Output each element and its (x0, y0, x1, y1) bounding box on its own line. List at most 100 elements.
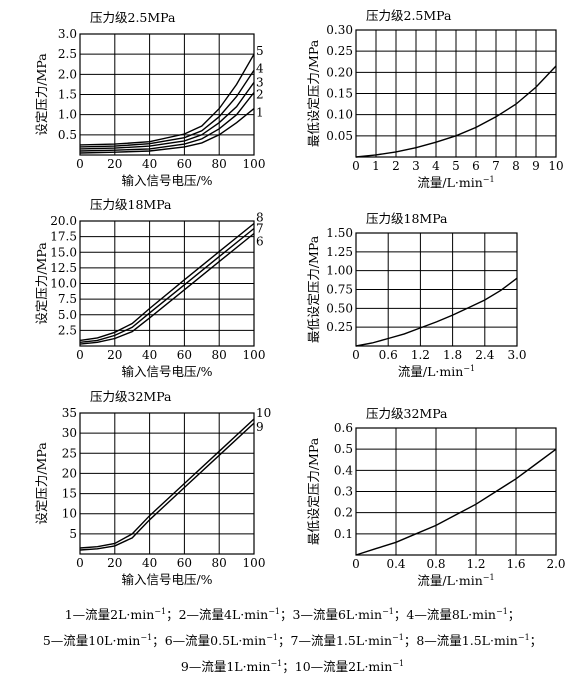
y-tick-label: 10 (62, 507, 77, 521)
x-tick-label: 80 (212, 157, 227, 171)
legend-item-sep: ； (529, 633, 543, 648)
chart-title: 压力级32MPa (90, 389, 172, 404)
x-tick-label: 60 (177, 157, 192, 171)
y-tick-label: 35 (62, 406, 77, 420)
x-tick-label: 3.0 (507, 348, 526, 362)
x-tick-label: 0 (76, 556, 84, 570)
x-tick-label: 4 (432, 159, 440, 173)
plot-frame (355, 427, 557, 556)
legend-item-sup: −1 (268, 606, 280, 616)
y-tick-label: 0.50 (326, 301, 353, 315)
series-line (79, 92, 255, 152)
y-tick-label: 0.2 (334, 506, 353, 520)
legend-line-2: 5—流量10L·min−1；6—流量0.5L·min−1；7—流量1.5L·mi… (0, 630, 585, 649)
x-axis-label: 流量/L·min−1 (398, 364, 475, 379)
y-axis-label: 设定压力/MPa (34, 442, 49, 525)
plot-frame (355, 232, 518, 347)
y-tick-label: 2.5 (58, 323, 77, 337)
x-tick-label: 5 (452, 159, 460, 173)
legend-item-sup: −1 (382, 606, 394, 616)
y-tick-label: 2.5 (58, 47, 77, 61)
legend-item-label: 6—流量0.5L·min (164, 633, 267, 648)
series-line (79, 81, 255, 150)
x-tick-label: 1.8 (443, 348, 462, 362)
legend-item: 4—流量8L·min−1； (406, 607, 520, 622)
legend-item: 10—流量2L·min−1 (295, 659, 404, 674)
x-tick-label: 100 (243, 157, 266, 171)
y-tick-label: 0.25 (326, 44, 353, 58)
chart-panel-4: 0 0.6 1.2 1.8 2.4 3.0 0.25 0.50 0.75 1.00 1.25 1.50… (306, 211, 527, 379)
series-label: 4 (256, 61, 264, 75)
x-tick-label: 20 (107, 556, 122, 570)
x-tick-label: 80 (212, 348, 227, 362)
y-tick-label: 5 (69, 527, 77, 541)
series-label: 10 (256, 406, 271, 420)
legend-item: 6—流量0.5L·min−1； (165, 633, 291, 648)
legend-item-sup: −1 (392, 658, 405, 668)
legend-item-label: 8—流量1.5L·min (416, 633, 518, 648)
legend-item-sep: ； (152, 633, 165, 648)
legend-item-sep: ； (282, 659, 295, 674)
series-line (79, 69, 255, 148)
y-tick-label: 30 (62, 426, 77, 440)
legend-item-sep: ； (393, 607, 407, 622)
x-tick-label: 2.4 (475, 348, 494, 362)
series-line (79, 108, 255, 154)
legend-item: 9—流量1L·min−1； (181, 659, 295, 674)
x-tick-label: 3 (412, 159, 420, 173)
legend-item-sup: −1 (154, 606, 167, 616)
series-label: 8 (256, 211, 264, 225)
legend-item: 2—流量4L·min−1； (179, 607, 293, 622)
y-axis-label: 最低设定压力/MPa (306, 39, 321, 147)
legend-item: 7—流量1.5L·min−1； (291, 633, 417, 648)
y-tick-label: 17.5 (50, 230, 77, 244)
y-tick-label: 0.25 (326, 320, 353, 334)
plot-frame (79, 33, 255, 156)
series-line (79, 422, 255, 551)
x-tick-label: 0 (76, 157, 84, 171)
legend-item-sup: −1 (140, 632, 153, 642)
y-tick-label: 15.0 (50, 245, 77, 259)
series-label: 6 (256, 235, 264, 249)
series-line (355, 448, 557, 556)
y-tick-label: 20.0 (50, 214, 77, 228)
y-tick-label: 1.00 (326, 264, 353, 278)
series-line (79, 53, 255, 146)
chart-panel-3: 0 20 40 60 80 100 2.55.0 7.510.0 12.5 15.017.5 20.… (34, 197, 265, 379)
x-tick-label: 0 (352, 159, 360, 173)
y-tick-label: 0.15 (326, 87, 353, 101)
y-tick-label: 0.20 (326, 65, 353, 79)
y-tick-label: 1.50 (326, 226, 353, 240)
legend-item-sup: −1 (266, 632, 278, 642)
x-tick-label: 0 (76, 348, 84, 362)
legend-item-label: 4—流量8L·min (406, 607, 496, 622)
series-label: 1 (256, 106, 264, 120)
x-tick-label: 40 (142, 157, 157, 171)
y-tick-label: 2.0 (58, 67, 77, 81)
plot-frame (79, 412, 255, 555)
x-tick-label: 0 (352, 557, 360, 571)
y-tick-label: 25 (62, 446, 77, 460)
x-tick-label: 9 (532, 159, 540, 173)
x-tick-label: 2.0 (546, 557, 565, 571)
y-tick-label: 0.30 (326, 23, 353, 37)
series-label: 9 (256, 420, 264, 434)
chart-panel-5: 0 20 40 60 80 100 5 10 15 20 25 30 35 压力级32MPa 输入信号电压/… (34, 389, 271, 587)
series-line (355, 65, 557, 158)
y-tick-label: 0.75 (326, 283, 353, 297)
chart-title: 压力级2.5MPa (90, 10, 176, 25)
series-line (79, 232, 255, 345)
y-tick-label: 3.0 (58, 27, 77, 41)
y-tick-label: 0.5 (58, 128, 77, 142)
legend-item: 8—流量1.5L·min−1； (416, 633, 542, 648)
y-tick-label: 0.3 (334, 485, 353, 499)
y-tick-label: 20 (62, 466, 77, 480)
chart-title: 压力级32MPa (366, 406, 448, 421)
series-line (79, 227, 255, 343)
y-tick-label: 10.0 (50, 277, 77, 291)
legend-item-sep: ； (279, 607, 293, 622)
series-label: 7 (256, 222, 264, 236)
y-tick-label: 0.4 (334, 463, 353, 477)
y-axis-label: 设定压力/MPa (34, 242, 49, 325)
legend-item-sup: −1 (392, 632, 404, 642)
